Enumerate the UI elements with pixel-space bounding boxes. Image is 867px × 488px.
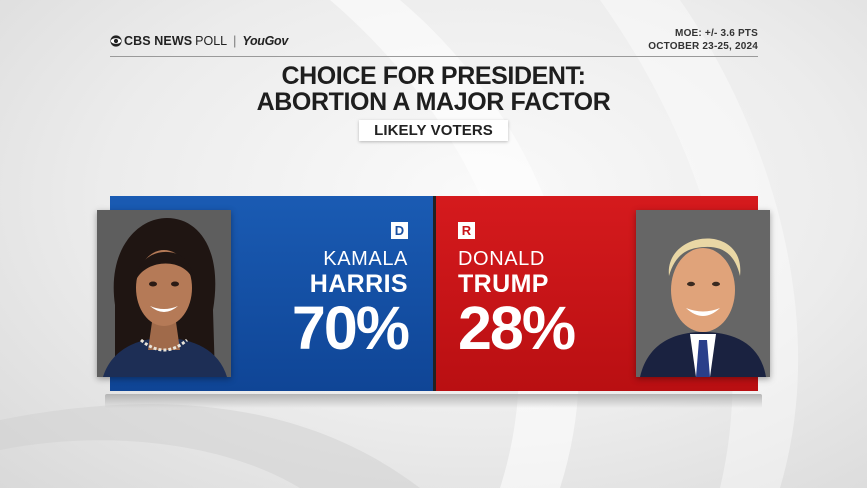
- subtitle-wrap: LIKELY VOTERS: [0, 120, 867, 141]
- brand-yougov: YouGov: [242, 34, 289, 48]
- chart-title: CHOICE FOR PRESIDENT: ABORTION A MAJOR F…: [0, 63, 867, 115]
- trump-last-name: TRUMP: [458, 270, 549, 298]
- republican-badge: R: [458, 222, 475, 239]
- trump-first-name: DONALD: [458, 248, 545, 270]
- democrat-badge: D: [391, 222, 408, 239]
- title-line-1: CHOICE FOR PRESIDENT:: [281, 62, 586, 90]
- trump-portrait: [636, 210, 770, 377]
- harris-first-name: KAMALA: [323, 248, 408, 270]
- brand-logo: CBS NEWS POLL | YouGov: [110, 34, 288, 48]
- margin-of-error: MOE: +/- 3.6 PTS: [675, 28, 758, 39]
- chart-subtitle: LIKELY VOTERS: [359, 120, 508, 141]
- poll-dates: OCTOBER 23-25, 2024: [648, 40, 758, 52]
- trump-percentage: 28%: [458, 294, 576, 362]
- title-line-2: ABORTION A MAJOR FACTOR: [256, 88, 611, 116]
- brand-cbs-news: CBS NEWS: [124, 34, 193, 48]
- brand-separator: |: [233, 34, 237, 48]
- harris-percentage: 70%: [291, 294, 410, 362]
- poll-meta: MOE: +/- 3.6 PTS OCTOBER 23-25, 2024: [648, 28, 758, 53]
- cbs-eye-icon: [110, 35, 122, 47]
- harris-portrait: [97, 210, 231, 377]
- panel-shadow: [105, 394, 762, 408]
- poll-header: CBS NEWS POLL | YouGov MOE: +/- 3.6 PTS …: [110, 26, 758, 57]
- brand-poll: POLL: [195, 34, 228, 48]
- harris-last-name: HARRIS: [309, 270, 408, 298]
